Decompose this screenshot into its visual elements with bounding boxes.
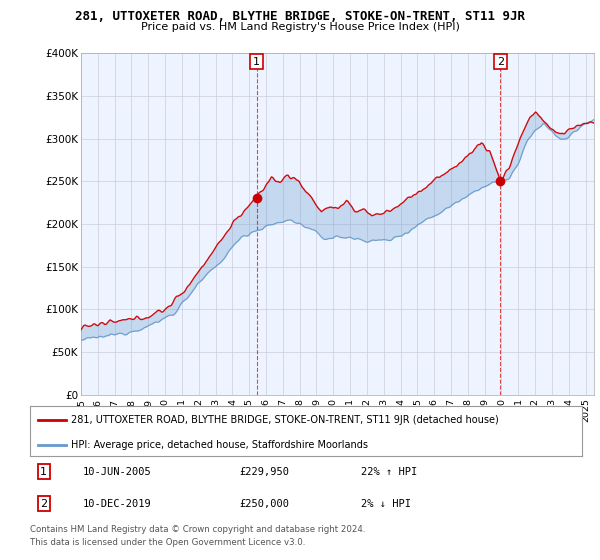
Text: £250,000: £250,000 xyxy=(240,498,290,508)
Text: 22% ↑ HPI: 22% ↑ HPI xyxy=(361,466,418,477)
Text: 10-DEC-2019: 10-DEC-2019 xyxy=(82,498,151,508)
Text: 1: 1 xyxy=(40,466,47,477)
Text: 281, UTTOXETER ROAD, BLYTHE BRIDGE, STOKE-ON-TRENT, ST11 9JR: 281, UTTOXETER ROAD, BLYTHE BRIDGE, STOK… xyxy=(75,10,525,23)
Text: Price paid vs. HM Land Registry's House Price Index (HPI): Price paid vs. HM Land Registry's House … xyxy=(140,22,460,32)
Text: 281, UTTOXETER ROAD, BLYTHE BRIDGE, STOKE-ON-TRENT, ST11 9JR (detached house): 281, UTTOXETER ROAD, BLYTHE BRIDGE, STOK… xyxy=(71,415,499,425)
Text: 2% ↓ HPI: 2% ↓ HPI xyxy=(361,498,411,508)
Text: 2: 2 xyxy=(40,498,47,508)
Text: 10-JUN-2005: 10-JUN-2005 xyxy=(82,466,151,477)
Text: 1: 1 xyxy=(253,57,260,67)
Text: £229,950: £229,950 xyxy=(240,466,290,477)
Text: 2: 2 xyxy=(497,57,504,67)
Text: HPI: Average price, detached house, Staffordshire Moorlands: HPI: Average price, detached house, Staf… xyxy=(71,440,368,450)
Text: Contains HM Land Registry data © Crown copyright and database right 2024.
This d: Contains HM Land Registry data © Crown c… xyxy=(30,525,365,547)
